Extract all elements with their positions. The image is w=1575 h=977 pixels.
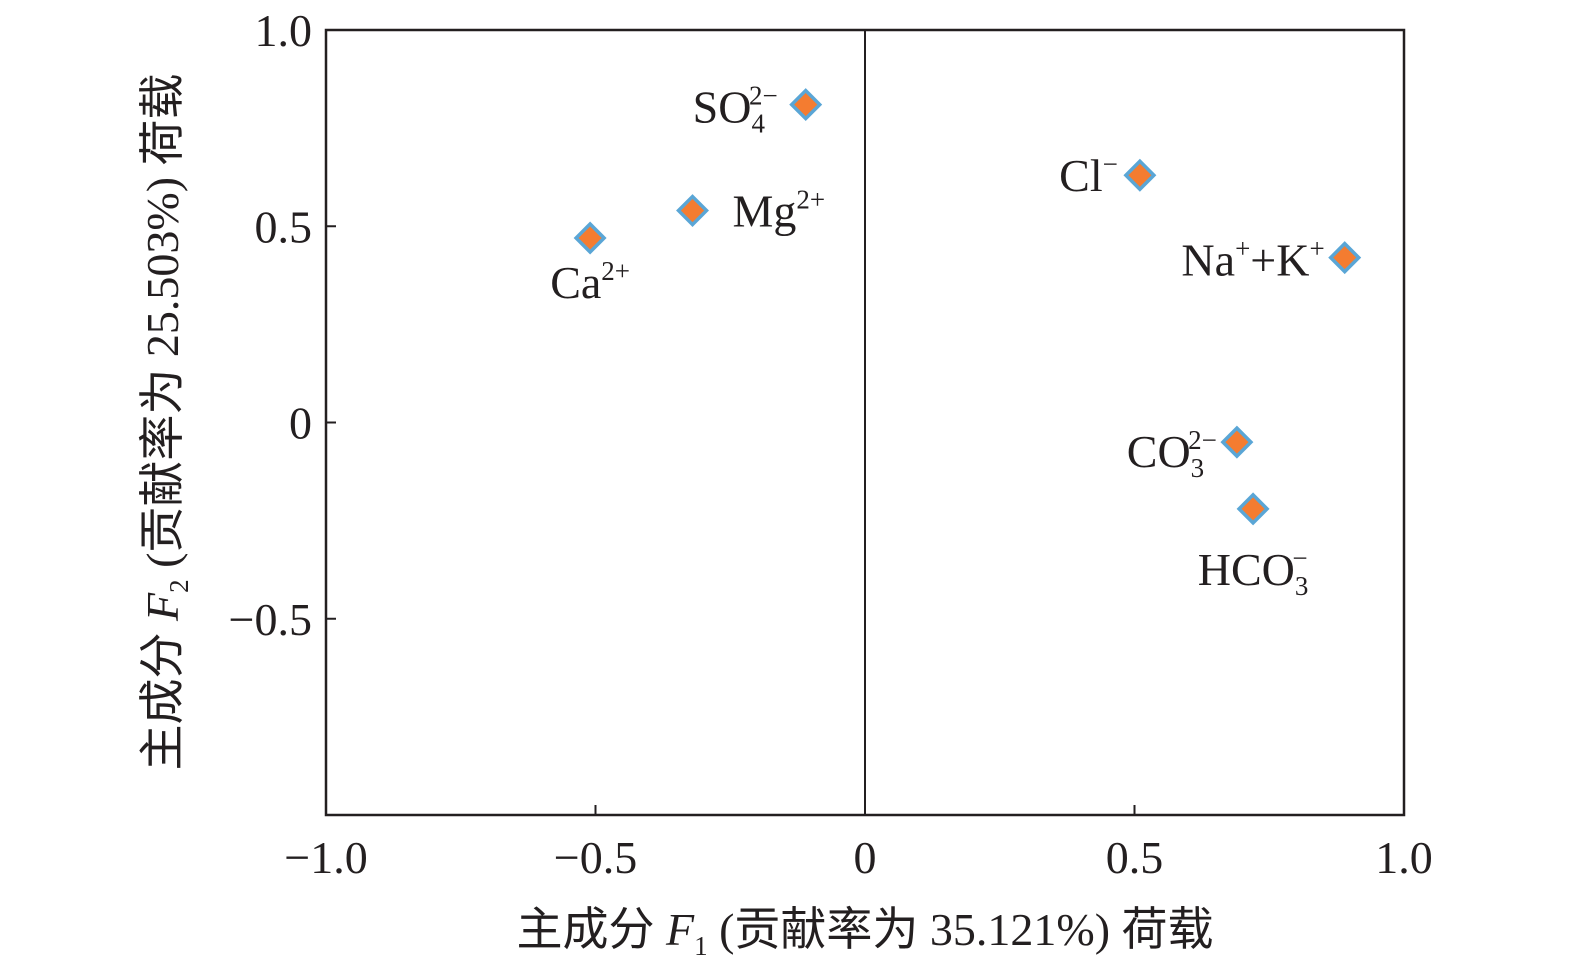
x-tick-label: 1.0 [1375,832,1433,883]
data-point [1236,492,1270,526]
data-point [1220,425,1254,459]
x-tick-label: −0.5 [554,832,637,883]
y-axis-title: 主成分 F2 (贡献率为 25.503%) 荷载 [137,73,194,770]
x-tick-label: −1.0 [284,832,367,883]
data-point [573,221,607,255]
data-point [1328,241,1362,275]
data-point [789,88,823,122]
x-tick-label: 0 [854,832,877,883]
point-label: Mg2+ [733,185,826,237]
data-point [676,194,709,228]
point-label: CO32− [1127,425,1217,483]
point-label: Ca2+ [550,256,630,308]
point-label: HCO3− [1198,543,1309,601]
y-tick-label: 0 [289,398,312,449]
point-label: SO42− [693,81,778,139]
y-tick-label: 1.0 [255,5,313,56]
y-tick-label: 0.5 [255,201,313,252]
y-tick-label: −0.5 [229,594,312,645]
x-axis-title: 主成分 F1 (贡献率为 35.121%) 荷载 [516,904,1213,961]
data-point [1123,158,1157,192]
point-label: Cl− [1059,149,1118,201]
point-label: Na++K+ [1181,234,1324,286]
x-tick-label: 0.5 [1106,832,1164,883]
